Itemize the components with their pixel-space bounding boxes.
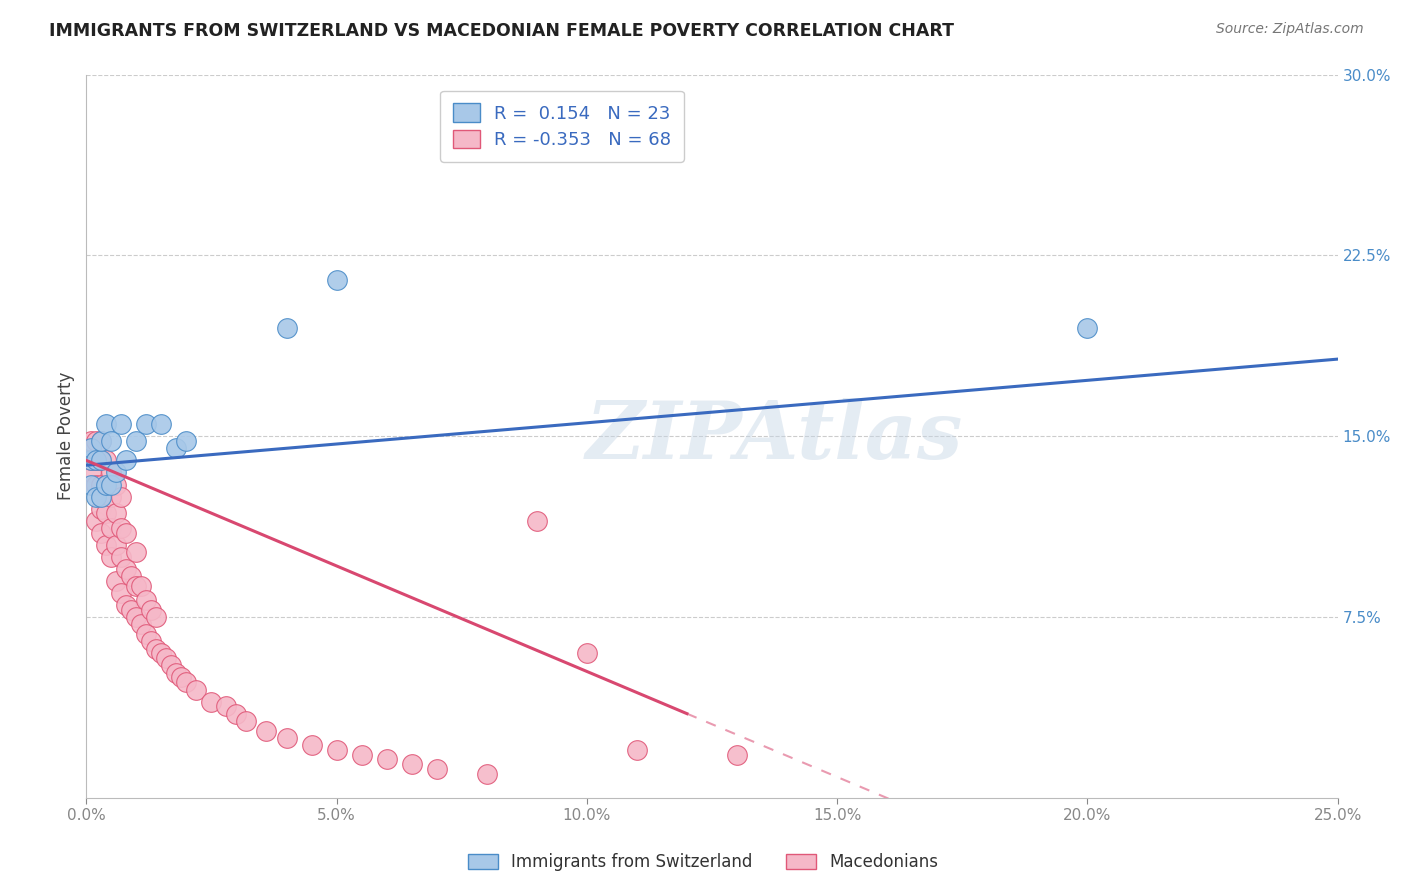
Point — [84, 490, 107, 504]
Point — [90, 453, 112, 467]
Point — [90, 434, 112, 449]
Point — [256, 723, 278, 738]
Point — [110, 521, 132, 535]
Point — [575, 646, 598, 660]
Point — [110, 549, 132, 564]
Text: IMMIGRANTS FROM SWITZERLAND VS MACEDONIAN FEMALE POVERTY CORRELATION CHART: IMMIGRANTS FROM SWITZERLAND VS MACEDONIA… — [49, 22, 955, 40]
Point — [80, 434, 103, 449]
Point — [96, 477, 118, 491]
Point — [100, 490, 122, 504]
Point — [165, 665, 187, 680]
Y-axis label: Female Poverty: Female Poverty — [58, 372, 75, 500]
Point — [125, 610, 148, 624]
Point — [100, 434, 122, 449]
Legend: Immigrants from Switzerland, Macedonians: Immigrants from Switzerland, Macedonians — [460, 845, 946, 880]
Point — [110, 586, 132, 600]
Point — [100, 466, 122, 480]
Point — [90, 477, 112, 491]
Point — [105, 574, 128, 588]
Point — [276, 320, 298, 334]
Point — [115, 562, 138, 576]
Point — [96, 507, 118, 521]
Point — [176, 434, 198, 449]
Point — [90, 434, 112, 449]
Point — [301, 738, 323, 752]
Point — [84, 514, 107, 528]
Point — [84, 477, 107, 491]
Point — [131, 579, 153, 593]
Point — [96, 538, 118, 552]
Point — [131, 617, 153, 632]
Point — [145, 610, 167, 624]
Point — [105, 538, 128, 552]
Point — [125, 434, 148, 449]
Point — [141, 634, 163, 648]
Point — [120, 569, 142, 583]
Point — [120, 603, 142, 617]
Point — [100, 549, 122, 564]
Point — [235, 714, 257, 728]
Point — [215, 699, 238, 714]
Point — [105, 466, 128, 480]
Point — [141, 603, 163, 617]
Point — [105, 477, 128, 491]
Point — [325, 272, 347, 286]
Point — [375, 752, 398, 766]
Point — [125, 579, 148, 593]
Point — [96, 453, 118, 467]
Point — [176, 675, 198, 690]
Point — [84, 453, 107, 467]
Point — [80, 453, 103, 467]
Point — [125, 545, 148, 559]
Point — [145, 641, 167, 656]
Text: Source: ZipAtlas.com: Source: ZipAtlas.com — [1216, 22, 1364, 37]
Point — [110, 417, 132, 432]
Point — [475, 767, 498, 781]
Point — [155, 651, 177, 665]
Point — [160, 658, 183, 673]
Point — [96, 477, 118, 491]
Legend: R =  0.154   N = 23, R = -0.353   N = 68: R = 0.154 N = 23, R = -0.353 N = 68 — [440, 91, 683, 162]
Point — [1076, 320, 1098, 334]
Point — [100, 521, 122, 535]
Point — [135, 627, 157, 641]
Point — [90, 501, 112, 516]
Point — [426, 762, 449, 776]
Point — [105, 507, 128, 521]
Point — [276, 731, 298, 745]
Point — [401, 757, 423, 772]
Point — [100, 477, 122, 491]
Point — [80, 466, 103, 480]
Point — [170, 670, 193, 684]
Point — [626, 743, 648, 757]
Point — [115, 453, 138, 467]
Point — [90, 525, 112, 540]
Point — [80, 442, 103, 456]
Point — [80, 477, 103, 491]
Point — [165, 442, 187, 456]
Point — [90, 453, 112, 467]
Point — [80, 453, 103, 467]
Point — [135, 593, 157, 607]
Point — [150, 646, 173, 660]
Point — [115, 525, 138, 540]
Point — [150, 417, 173, 432]
Point — [225, 706, 247, 721]
Point — [526, 514, 548, 528]
Point — [350, 747, 373, 762]
Point — [84, 434, 107, 449]
Point — [725, 747, 748, 762]
Point — [84, 453, 107, 467]
Text: ZIPAtlas: ZIPAtlas — [586, 398, 963, 475]
Point — [186, 682, 208, 697]
Point — [90, 490, 112, 504]
Point — [200, 695, 222, 709]
Point — [96, 417, 118, 432]
Point — [325, 743, 347, 757]
Point — [110, 490, 132, 504]
Point — [115, 598, 138, 612]
Point — [135, 417, 157, 432]
